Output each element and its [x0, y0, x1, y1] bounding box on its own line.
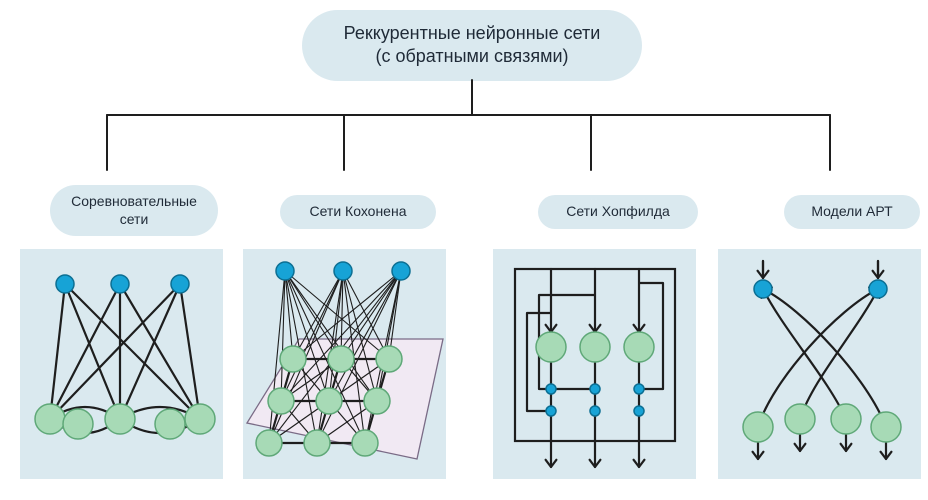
panel-art [718, 249, 921, 479]
root-title-line2: (с обратными связями) [312, 45, 632, 68]
root-title-line1: Реккурентные нейронные сети [312, 22, 632, 45]
child-label-hopfield: Сети Хопфилда [538, 195, 698, 229]
panel-kohonen [243, 249, 446, 479]
root-title: Реккурентные нейронные сети (с обратными… [302, 10, 642, 81]
child-label-kohonen: Сети Кохонена [280, 195, 436, 229]
panel-hopfield [493, 249, 696, 479]
panel-competitive [20, 249, 223, 479]
child-label-competitive: Соревновательные сети [50, 185, 218, 236]
child-label-art: Модели АРТ [784, 195, 920, 229]
